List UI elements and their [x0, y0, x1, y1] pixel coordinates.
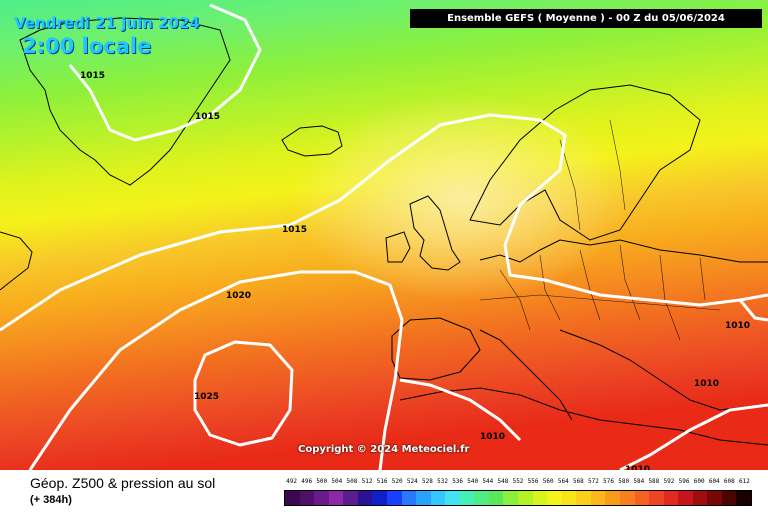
color-scale-swatch [430, 491, 446, 505]
color-scale-label: 496 [301, 478, 313, 485]
lead-time: (+ 384h) [30, 494, 72, 506]
color-scale-label: 560 [542, 478, 554, 485]
color-scale-swatch [285, 491, 300, 505]
color-scale-label: 580 [618, 478, 630, 485]
isobar-label: 1010 [694, 379, 719, 389]
color-scale-label: 592 [663, 478, 675, 485]
color-scale-label: 568 [572, 478, 584, 485]
color-scale-label: 516 [376, 478, 388, 485]
isobar-1015-greenland [68, 3, 262, 142]
isobar-label: 1010 [725, 321, 750, 331]
isobar-label: 1015 [195, 112, 220, 122]
color-scale-swatch [314, 491, 329, 505]
color-scale-swatch [372, 491, 387, 505]
color-scale-label: 528 [421, 478, 433, 485]
color-scale-label: 532 [437, 478, 448, 485]
color-scale-swatch [386, 491, 402, 505]
color-scale-label: 564 [557, 478, 569, 485]
color-scale-swatch [590, 491, 606, 505]
isobar-label: 1015 [80, 71, 105, 81]
color-scale-label: 572 [588, 478, 599, 485]
color-scale-swatch [678, 491, 693, 505]
isobar-1025 [193, 340, 294, 447]
footer-panel: Géop. Z500 & pression au sol (+ 384h) 49… [0, 470, 768, 512]
ridge-highlight [0, 0, 768, 470]
color-scale-label: 524 [406, 478, 418, 485]
color-scale-swatch [459, 491, 475, 505]
copyright-text: Copyright © 2024 Meteociel.fr [298, 444, 470, 455]
color-scale-swatch [547, 491, 562, 505]
color-scale-label: 544 [482, 478, 494, 485]
color-scale-swatch [401, 491, 417, 505]
product-title: Géop. Z500 & pression au sol [30, 475, 216, 491]
isobar-1010-east [738, 299, 768, 322]
color-scale-label: 536 [452, 478, 464, 485]
color-scale-label: 500 [316, 478, 328, 485]
color-scale-swatch [619, 491, 635, 505]
color-scale-label: 512 [361, 478, 373, 485]
color-scale-label: 504 [331, 478, 343, 485]
isobar-label: 1015 [282, 225, 307, 235]
color-scale-label: 584 [633, 478, 645, 485]
color-scale-swatch [736, 491, 751, 505]
color-scale-swatch [532, 491, 548, 505]
color-scale-label: 604 [708, 478, 720, 485]
forecast-local-time: 2:00 locale [22, 34, 152, 58]
color-scale-labels: 492 496 500 504 508 512 516 520 524 528 532 536 540 5… [284, 478, 752, 488]
isobar-1020 [28, 270, 404, 470]
color-scale-swatch [503, 491, 518, 505]
color-scale-swatch [707, 491, 722, 505]
color-scale-label: 608 [723, 478, 735, 485]
run-info-banner: Ensemble GEFS ( Moyenne ) - 00 Z du 05/0… [410, 9, 762, 28]
borders [479, 119, 721, 341]
isobar-label: 1020 [226, 291, 251, 301]
color-scale-swatch [357, 491, 373, 505]
color-scale-swatch [299, 491, 315, 505]
color-scale-swatch [561, 491, 577, 505]
color-scale-swatch [474, 491, 489, 505]
color-scale-swatch [445, 491, 460, 505]
color-scale-swatch [721, 491, 737, 505]
color-scale-swatch [416, 491, 431, 505]
isobar-label: 1010 [480, 432, 505, 442]
color-scale-label: 600 [693, 478, 705, 485]
color-scale-label: 548 [497, 478, 509, 485]
isobar-1015-atlantic [0, 113, 768, 332]
color-scale-swatch [605, 491, 620, 505]
color-scale-swatch [518, 491, 533, 505]
color-scale-label: 508 [346, 478, 358, 485]
isobar-1010-south [399, 378, 522, 442]
color-scale-label: 552 [512, 478, 524, 485]
color-scale-label: 556 [527, 478, 539, 485]
color-scale-swatch [576, 491, 591, 505]
color-scale-label: 492 [286, 478, 297, 485]
color-scale-swatch [649, 491, 664, 505]
color-scale-label: 596 [678, 478, 690, 485]
color-scale-label: 520 [391, 478, 403, 485]
color-scale-label: 576 [603, 478, 614, 485]
isobars [0, 3, 768, 470]
color-scale-swatch [692, 491, 708, 505]
color-scale-bar [284, 490, 752, 506]
color-scale-swatch [634, 491, 650, 505]
weather-map: 1015 1015 1015 1020 1025 1010 1010 1010 … [0, 0, 768, 470]
isobar-label: 1010 [625, 465, 650, 470]
coastlines [0, 17, 768, 446]
color-scale-label: 540 [467, 478, 479, 485]
isobar-label: 1025 [194, 392, 219, 402]
color-scale-swatch [343, 491, 358, 505]
color-scale-swatch [328, 491, 344, 505]
color-scale-swatch [663, 491, 679, 505]
isobar-1010-southeast [619, 403, 768, 470]
color-scale-label: 588 [648, 478, 660, 485]
color-scale-label: 612 [739, 478, 750, 485]
color-scale: 492 496 500 504 508 512 516 520 524 528 532 536 540 5… [284, 478, 752, 508]
forecast-date: Vendredi 21 juin 2024 [14, 14, 200, 32]
color-scale-swatch [488, 491, 504, 505]
isobar-labels: 1015 1015 1015 1020 1025 1010 1010 1010 … [80, 71, 750, 470]
